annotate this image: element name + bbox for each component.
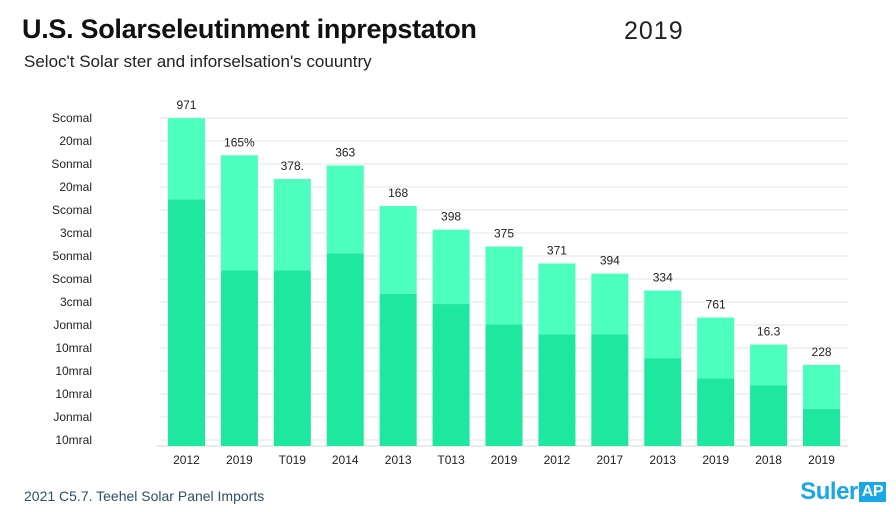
bar-segment-top: [538, 263, 576, 335]
data-label: 398: [441, 210, 461, 224]
data-label: 394: [600, 254, 620, 268]
y-tick-label: 20mal: [59, 134, 92, 148]
data-label: 761: [706, 298, 726, 312]
brand-logo-text: Suler: [800, 478, 858, 505]
bar-segment-bottom: [750, 385, 788, 446]
bar-segment-top: [326, 165, 364, 254]
bar-segment-top: [485, 246, 523, 325]
data-label: 375: [494, 227, 514, 241]
data-label: 168: [388, 186, 408, 200]
bar-segment-top: [273, 178, 311, 271]
bar-segment-bottom: [273, 270, 311, 446]
data-label: 971: [176, 98, 196, 112]
x-tick-label: 2012: [173, 453, 200, 467]
bar-segment-bottom: [538, 334, 576, 446]
y-tick-label: 3cmal: [60, 226, 92, 240]
bar-segment-bottom: [644, 358, 682, 446]
y-tick-label: Scomal: [52, 203, 92, 217]
x-tick-label: 2019: [808, 453, 835, 467]
x-tick-label: T019: [279, 453, 307, 467]
bar-segment-bottom: [591, 334, 629, 446]
x-tick-label: 2019: [226, 453, 253, 467]
data-label: 165%: [224, 135, 255, 149]
data-label: 378.: [281, 159, 304, 173]
data-label: 16.3: [757, 325, 781, 339]
y-tick-label: Scomal: [52, 272, 92, 286]
y-tick-label: 10mral: [55, 433, 92, 447]
x-tick-label: 2013: [649, 453, 676, 467]
bar-segment-top: [644, 290, 682, 359]
data-label: 228: [812, 345, 832, 359]
bar-segment-top: [167, 118, 205, 200]
chart-year: 2019: [624, 17, 684, 45]
data-label: 334: [653, 271, 673, 285]
bar-segment-top: [379, 206, 417, 294]
bar-segment-bottom: [379, 293, 417, 446]
y-tick-label: Jonmal: [53, 410, 92, 424]
y-tick-label: 10mral: [55, 341, 92, 355]
bar-segment-top: [432, 229, 470, 305]
bar-segment-top: [697, 317, 735, 379]
bar-segment-bottom: [803, 408, 841, 446]
brand-logo-badge: AP: [858, 482, 886, 502]
y-tick-label: 10mral: [55, 387, 92, 401]
bar-segment-bottom: [326, 253, 364, 446]
bar-segment-top: [750, 344, 788, 386]
x-tick-label: 2018: [755, 453, 782, 467]
x-tick-label: T013: [437, 453, 465, 467]
chart-subtitle: Seloc't Solar ster and inforselsation's …: [24, 52, 372, 71]
x-tick-label: 2019: [702, 453, 729, 467]
source-note: 2021 C5.7. Teehel Solar Panel Imports: [24, 488, 265, 504]
bar-segment-bottom: [697, 378, 735, 446]
bar-segment-top: [803, 364, 841, 409]
y-tick-label: 5onmal: [53, 249, 92, 263]
y-tick-label: 20mal: [59, 180, 92, 194]
brand-logo: Suler AP: [800, 478, 886, 506]
bar-segment-bottom: [485, 324, 523, 446]
x-tick-label: 2014: [332, 453, 359, 467]
y-tick-label: Scomal: [52, 111, 92, 125]
x-tick-label: 2013: [385, 453, 412, 467]
x-tick-label: 2017: [596, 453, 623, 467]
x-tick-label: 2012: [544, 453, 571, 467]
bar-segment-bottom: [220, 270, 258, 446]
bar-segment-bottom: [432, 304, 470, 446]
data-label: 371: [547, 243, 567, 257]
y-tick-label: Jonmal: [53, 318, 92, 332]
data-label: 363: [335, 145, 355, 159]
bar-segment-top: [220, 155, 258, 271]
bar-segment-top: [591, 273, 629, 335]
y-tick-label: 3cmal: [60, 295, 92, 309]
x-tick-label: 2019: [491, 453, 518, 467]
bar-segment-bottom: [167, 199, 205, 446]
y-tick-label: 10mral: [55, 364, 92, 378]
y-tick-label: Sonmal: [51, 157, 92, 171]
chart-title: U.S. Solarseleutinment inprepstaton: [22, 14, 477, 44]
